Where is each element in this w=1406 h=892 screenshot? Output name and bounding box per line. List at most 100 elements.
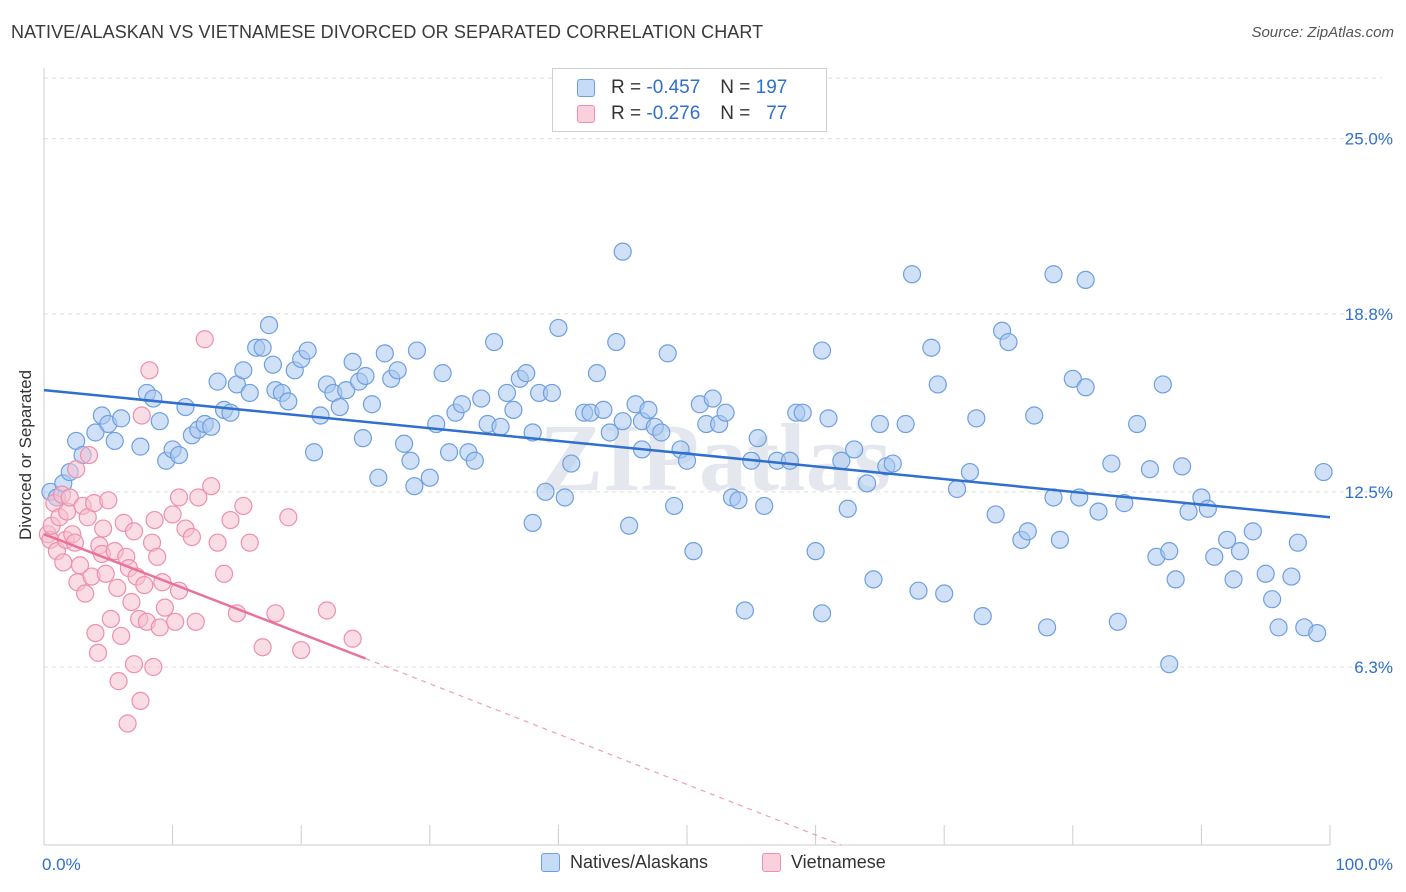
data-point [163, 505, 182, 524]
data-point [1263, 590, 1282, 609]
data-point [140, 361, 159, 380]
data-point [703, 389, 722, 408]
data-point [131, 437, 150, 456]
data-point [144, 389, 163, 408]
data-point [304, 443, 324, 462]
data-point [407, 341, 427, 360]
data-point [311, 406, 330, 425]
data-point [375, 344, 394, 363]
data-point [388, 361, 407, 380]
data-point [504, 400, 523, 419]
trend-line-vietnamese [43, 533, 366, 660]
data-point [819, 409, 838, 428]
legend-swatch-pink [577, 105, 595, 123]
data-point [1288, 533, 1307, 552]
legend-swatch-pink [762, 853, 781, 872]
legend-r-value: -0.457 [646, 77, 701, 98]
data-point [684, 542, 703, 561]
data-point [729, 491, 748, 510]
legend-item-natives[interactable]: Natives/Alaskans [541, 852, 708, 873]
legend-r-label: R = [611, 77, 642, 98]
data-point [845, 440, 864, 459]
data-point [132, 406, 151, 425]
data-point [108, 578, 127, 597]
data-point [1115, 494, 1134, 513]
data-point [517, 364, 536, 383]
data-point [54, 553, 73, 572]
data-point [317, 601, 337, 620]
data-point [1050, 530, 1070, 549]
data-point [169, 445, 189, 465]
data-point [1224, 570, 1243, 589]
data-point [1160, 655, 1179, 674]
data-point [812, 341, 832, 360]
data-point [857, 474, 877, 493]
data-point [1127, 414, 1147, 434]
data-point [279, 508, 298, 527]
data-point [748, 429, 767, 448]
data-point [214, 564, 234, 583]
data-point [1282, 567, 1301, 586]
data-point [148, 547, 167, 566]
data-point [1153, 375, 1172, 394]
data-point [124, 655, 144, 674]
data-point [253, 638, 272, 657]
data-point [1089, 502, 1108, 521]
data-point [169, 488, 189, 507]
data-point [176, 397, 195, 417]
data-point [652, 423, 671, 442]
data-point [145, 510, 164, 530]
data-point [491, 417, 510, 436]
data-point [439, 443, 459, 462]
data-point [182, 527, 201, 547]
data-point [922, 338, 941, 357]
data-point [202, 417, 221, 436]
data-point [613, 412, 632, 431]
data-point [234, 496, 253, 516]
data-point [1044, 265, 1063, 284]
data-point [1037, 618, 1057, 637]
legend-r-value: -0.276 [646, 103, 701, 124]
data-point [433, 364, 452, 383]
data-point [94, 519, 113, 538]
data-point [902, 265, 922, 284]
data-point [472, 389, 491, 408]
data-point [1314, 462, 1333, 482]
data-point [394, 434, 414, 453]
data-point [523, 423, 542, 442]
data-point [369, 468, 388, 487]
data-point [124, 522, 144, 541]
data-point [405, 477, 424, 496]
data-point [353, 429, 373, 448]
trend-line-vietnamese-extrapolated [365, 657, 842, 846]
legend-item-vietnamese[interactable]: Vietnamese [762, 852, 886, 873]
data-point [639, 400, 658, 419]
data-point [883, 454, 902, 473]
data-point [973, 607, 992, 626]
data-point [356, 366, 375, 386]
data-point [870, 414, 890, 434]
data-point [1063, 369, 1082, 388]
data-point [812, 604, 832, 623]
data-point [1243, 522, 1262, 541]
data-point [99, 491, 118, 510]
data-point [122, 592, 141, 612]
legend-swatch-blue [541, 853, 560, 872]
data-point [208, 372, 227, 391]
data-point [253, 338, 272, 357]
data-point [452, 395, 472, 414]
legend-n-value: 197 [755, 77, 788, 98]
x-tick-label: 0.0% [42, 855, 81, 874]
data-point [665, 496, 684, 516]
y-tick-label: 18.8% [1345, 305, 1393, 324]
data-point [716, 403, 735, 422]
data-point [259, 316, 279, 335]
data-point [549, 318, 568, 338]
data-point [330, 397, 349, 417]
data-point [86, 623, 105, 643]
data-point [96, 564, 115, 583]
data-point [677, 451, 697, 470]
data-point [420, 468, 439, 487]
data-point [967, 409, 986, 428]
